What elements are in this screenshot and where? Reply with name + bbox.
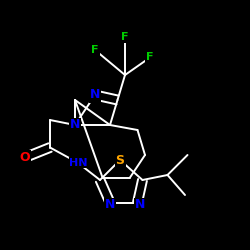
Text: N: N [70,118,80,132]
Text: F: F [91,45,99,55]
Text: F: F [121,32,129,42]
Text: HN: HN [70,158,88,168]
Text: N: N [105,198,115,211]
Text: O: O [20,151,30,164]
Text: N: N [135,198,145,211]
Text: S: S [116,154,124,166]
Text: N: N [90,88,100,102]
Text: F: F [146,52,154,62]
